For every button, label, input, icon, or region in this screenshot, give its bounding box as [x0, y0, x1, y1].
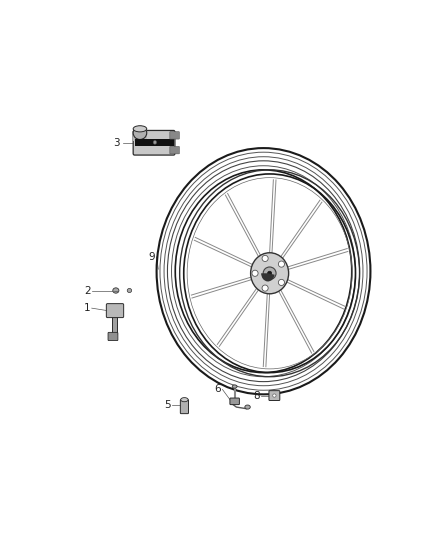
Ellipse shape — [251, 253, 289, 294]
Ellipse shape — [133, 126, 147, 140]
FancyBboxPatch shape — [170, 132, 179, 139]
Text: 5: 5 — [164, 400, 171, 410]
FancyBboxPatch shape — [180, 400, 188, 414]
Ellipse shape — [232, 385, 237, 388]
Text: 9: 9 — [148, 252, 155, 262]
Ellipse shape — [279, 261, 285, 267]
Ellipse shape — [268, 271, 272, 276]
Text: 3: 3 — [113, 138, 120, 148]
Wedge shape — [261, 273, 275, 281]
Ellipse shape — [245, 405, 250, 409]
Ellipse shape — [133, 126, 147, 132]
Ellipse shape — [181, 398, 188, 402]
Ellipse shape — [153, 141, 156, 144]
Ellipse shape — [127, 288, 132, 293]
Ellipse shape — [262, 255, 268, 262]
Ellipse shape — [113, 288, 119, 293]
FancyBboxPatch shape — [170, 147, 179, 154]
Text: 8: 8 — [254, 391, 260, 401]
Text: 6: 6 — [215, 384, 221, 394]
Bar — [112, 317, 117, 334]
Text: 2: 2 — [84, 286, 90, 295]
Ellipse shape — [263, 267, 276, 279]
FancyBboxPatch shape — [230, 398, 240, 405]
Ellipse shape — [252, 270, 258, 276]
FancyBboxPatch shape — [133, 131, 175, 155]
Ellipse shape — [279, 279, 285, 286]
Ellipse shape — [262, 285, 268, 291]
Text: 1: 1 — [84, 303, 90, 313]
FancyBboxPatch shape — [108, 333, 118, 341]
FancyBboxPatch shape — [106, 304, 124, 318]
Ellipse shape — [273, 394, 276, 397]
Bar — [134, 140, 173, 146]
Bar — [133, 129, 147, 141]
FancyBboxPatch shape — [269, 391, 280, 400]
